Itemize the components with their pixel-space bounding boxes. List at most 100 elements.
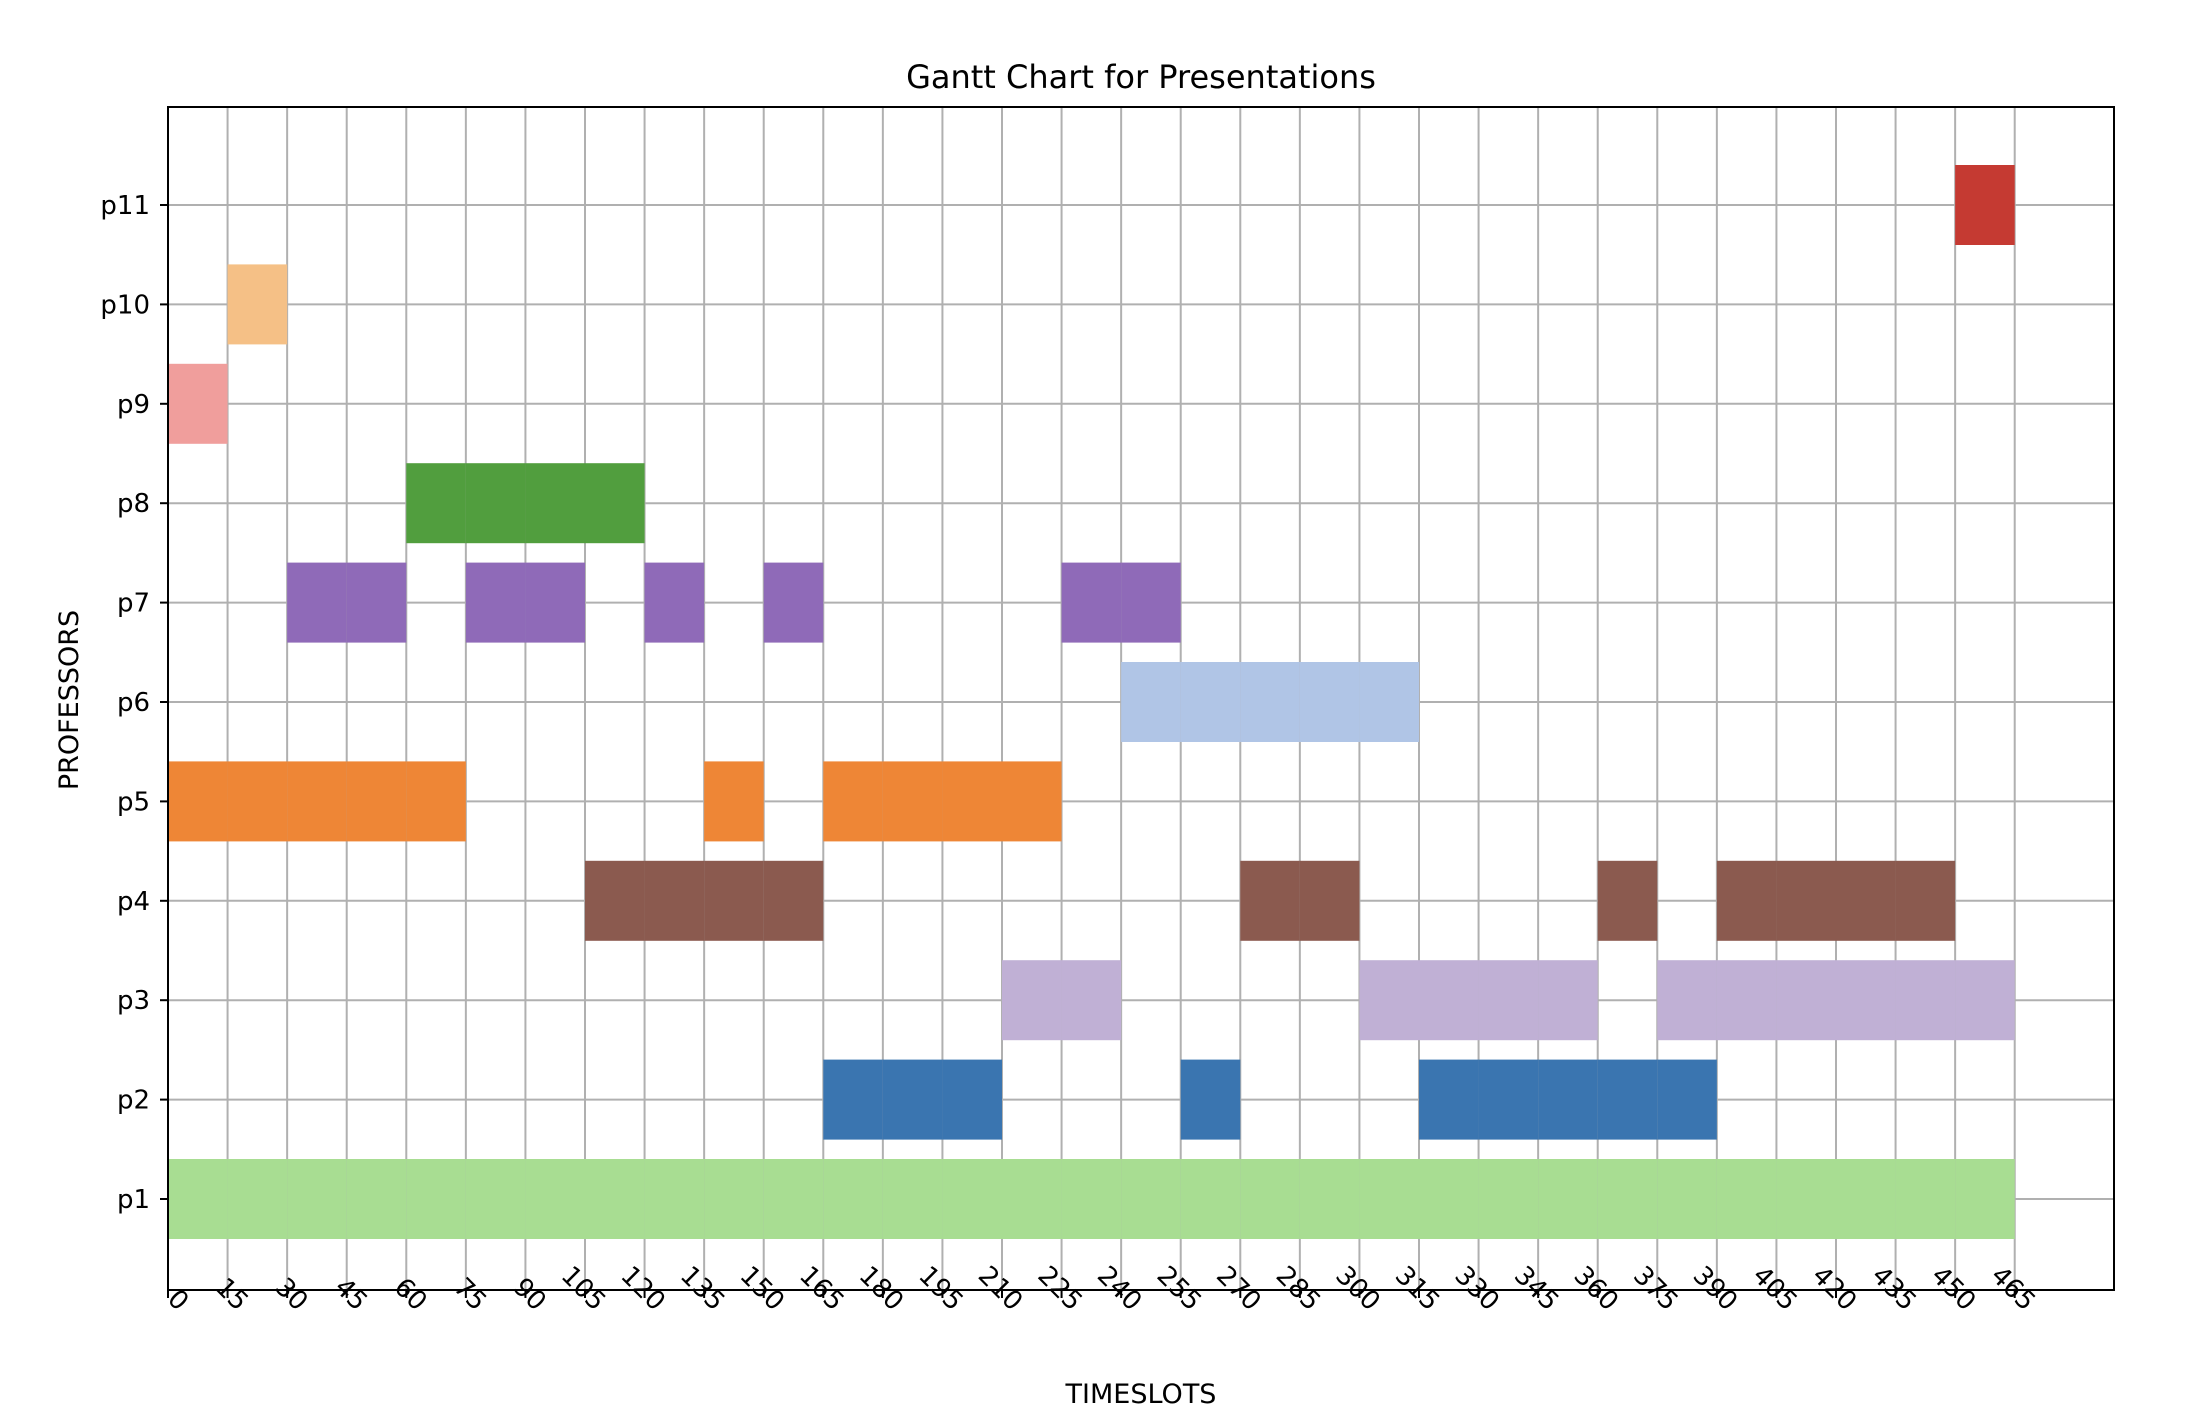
- x-tick-label: 15: [209, 1272, 254, 1317]
- x-tick-label: 240: [1091, 1261, 1147, 1317]
- bar-p5-180: [882, 761, 943, 842]
- y-tick-label-p9: p9: [117, 390, 150, 420]
- y-tick-label-p3: p3: [117, 986, 150, 1016]
- x-tick-label: 120: [615, 1261, 671, 1317]
- bar-p2-375: [1657, 1059, 1717, 1140]
- bar-p1-360: [1597, 1159, 1658, 1239]
- bar-p3-300: [1359, 960, 1419, 1041]
- bar-p7-45: [346, 562, 407, 643]
- x-tick-label: 60: [388, 1272, 433, 1317]
- x-tick-label: 420: [1806, 1261, 1862, 1317]
- x-tick-label: 150: [734, 1261, 790, 1317]
- bar-p1-420: [1836, 1159, 1896, 1239]
- x-tick-label: 450: [1925, 1261, 1981, 1317]
- bar-p2-255: [1180, 1059, 1241, 1140]
- bar-p4-360: [1597, 860, 1658, 941]
- bar-p1-405: [1776, 1159, 1836, 1239]
- bar-p1-150: [763, 1159, 824, 1239]
- bar-p4-135: [704, 860, 764, 941]
- bar-p1-105: [585, 1159, 645, 1239]
- bar-p1-375: [1657, 1159, 1717, 1239]
- bar-p4-405: [1776, 860, 1836, 941]
- x-tick-label: 105: [555, 1261, 611, 1317]
- bar-p1-390: [1716, 1159, 1777, 1239]
- bar-p1-120: [644, 1159, 705, 1239]
- bar-p2-330: [1478, 1059, 1539, 1140]
- x-tick-label: 225: [1032, 1261, 1088, 1317]
- bar-p1-225: [1061, 1159, 1122, 1239]
- bar-p1-210: [1002, 1159, 1062, 1239]
- bar-p1-255: [1180, 1159, 1241, 1239]
- bar-p6-270: [1240, 662, 1300, 742]
- bar-p4-270: [1240, 860, 1300, 941]
- bar-layer: [168, 165, 2015, 1239]
- bar-p4-390: [1716, 860, 1777, 941]
- bar-p3-405: [1776, 960, 1836, 1041]
- bar-p1-330: [1478, 1159, 1539, 1239]
- x-tick-label: 360: [1568, 1261, 1624, 1317]
- bar-p1-75: [465, 1159, 526, 1239]
- bar-p5-60: [406, 761, 466, 842]
- bar-p2-195: [942, 1059, 1002, 1140]
- bar-p9-0: [168, 363, 228, 444]
- x-tick-label: 375: [1627, 1261, 1683, 1317]
- bar-p3-450: [1955, 960, 2015, 1041]
- bar-p2-315: [1419, 1059, 1479, 1140]
- bar-p1-345: [1538, 1159, 1598, 1239]
- bar-p6-240: [1121, 662, 1181, 742]
- x-tick-label: 90: [507, 1272, 552, 1317]
- bar-p6-300: [1359, 662, 1419, 742]
- bar-p3-330: [1478, 960, 1539, 1041]
- bar-p4-105: [585, 860, 645, 941]
- y-axis-label: PROFESSORS: [54, 610, 85, 790]
- bar-p7-90: [525, 562, 585, 643]
- bar-p5-15: [227, 761, 288, 842]
- bar-p1-180: [882, 1159, 943, 1239]
- bar-p2-360: [1597, 1059, 1658, 1140]
- bar-p1-300: [1359, 1159, 1419, 1239]
- bar-p2-180: [882, 1059, 943, 1140]
- x-tick-label: 75: [448, 1272, 493, 1317]
- y-tick-label-p1: p1: [117, 1185, 150, 1215]
- x-tick-label: 165: [793, 1261, 849, 1317]
- bar-p10-15: [227, 264, 288, 345]
- x-tick-label: 330: [1449, 1261, 1505, 1317]
- bar-p7-150: [763, 562, 824, 643]
- bar-p8-105: [585, 463, 645, 544]
- y-tick-label-p6: p6: [117, 688, 150, 718]
- bar-p5-0: [168, 761, 228, 842]
- x-tick-label: 405: [1746, 1261, 1802, 1317]
- bar-p1-0: [168, 1159, 228, 1239]
- bar-p5-30: [287, 761, 347, 842]
- bar-p4-435: [1895, 860, 1956, 941]
- bar-p7-225: [1061, 562, 1122, 643]
- bar-p1-285: [1299, 1159, 1360, 1239]
- x-tick-label: 390: [1687, 1261, 1743, 1317]
- bar-p1-450: [1955, 1159, 2015, 1239]
- bar-p11-450: [1955, 165, 2015, 245]
- x-tick-label: 270: [1210, 1261, 1266, 1317]
- bar-p4-120: [644, 860, 705, 941]
- y-tick-label-p4: p4: [117, 887, 150, 917]
- bar-p3-345: [1538, 960, 1598, 1041]
- x-tick-label: 255: [1151, 1261, 1207, 1317]
- bar-p8-75: [465, 463, 526, 544]
- x-tick-label: 210: [972, 1261, 1028, 1317]
- y-tick-label-p11: p11: [100, 191, 150, 221]
- y-tick-label-p7: p7: [117, 589, 150, 619]
- x-tick-label: 285: [1270, 1261, 1326, 1317]
- bar-p3-420: [1836, 960, 1896, 1041]
- bar-p1-435: [1895, 1159, 1956, 1239]
- x-tick-label: 0: [161, 1284, 194, 1317]
- x-axis-label: TIMESLOTS: [1065, 1379, 1217, 1410]
- bar-p3-225: [1061, 960, 1122, 1041]
- x-tick-label: 30: [269, 1272, 314, 1317]
- bar-p1-60: [406, 1159, 466, 1239]
- y-tick-label-p8: p8: [117, 489, 150, 519]
- bar-p8-60: [406, 463, 466, 544]
- x-tick-label: 435: [1866, 1261, 1922, 1317]
- x-tick-label: 315: [1389, 1261, 1445, 1317]
- bar-p4-150: [763, 860, 824, 941]
- bar-p7-240: [1121, 562, 1181, 643]
- bar-p3-210: [1002, 960, 1062, 1041]
